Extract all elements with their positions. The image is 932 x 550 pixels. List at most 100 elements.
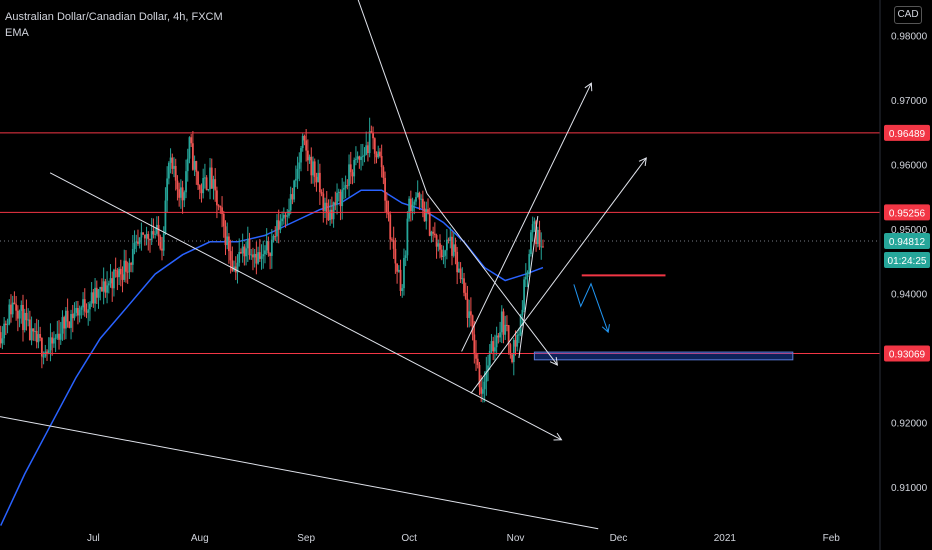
candle-body <box>519 314 522 335</box>
candle-body <box>70 314 72 328</box>
candle-body <box>202 177 205 194</box>
candle-body <box>255 253 258 264</box>
candle-body <box>418 192 421 200</box>
y-tick-label-6: 0.91000 <box>891 483 928 494</box>
candle-body <box>252 254 254 258</box>
price-label-layer: 0.96489 0.95256 0.93069 0.94812 01:24:25 <box>884 124 930 362</box>
candle-body <box>214 179 217 191</box>
time-axis: Jul Aug Sep Oct Nov Dec 2021 Feb <box>87 533 840 544</box>
candle-body <box>459 268 462 280</box>
candle-body <box>101 287 103 292</box>
price-level-label-1: 0.95256 <box>889 208 926 219</box>
candle-body <box>457 268 460 273</box>
candle-body <box>159 236 162 249</box>
candle-body <box>485 370 488 382</box>
candle-body <box>133 242 136 249</box>
candle-body <box>361 156 364 158</box>
candle-body <box>77 307 79 316</box>
candle-body <box>113 269 115 289</box>
candle-body <box>504 324 507 335</box>
x-tick-label-4: Nov <box>507 533 525 544</box>
candle-body <box>95 287 98 298</box>
candle-body <box>210 167 213 189</box>
candle-body <box>456 251 459 273</box>
candle-body <box>433 233 436 236</box>
candle-body <box>421 198 424 209</box>
candle-body <box>430 231 433 236</box>
demand-zone-rect <box>533 351 794 361</box>
candle-body <box>42 356 45 358</box>
candle-body <box>327 211 330 221</box>
candle-body <box>320 192 323 194</box>
candle-body <box>222 213 225 227</box>
x-tick-label-1: Aug <box>191 533 209 544</box>
candle-body <box>140 232 143 238</box>
candle-body <box>512 340 515 363</box>
candle-body <box>167 162 170 179</box>
long-downtrend-line <box>0 416 599 530</box>
candle-body <box>27 319 30 321</box>
candle-body <box>47 350 50 353</box>
y-tick-label-0: 0.98000 <box>891 31 928 42</box>
candle-body <box>466 298 469 318</box>
x-tick-label-0: Jul <box>87 533 100 544</box>
descending-channel-bottom-arrowhead <box>553 432 563 441</box>
candle-body <box>360 156 362 160</box>
candle-body <box>373 138 376 154</box>
candle-body <box>30 328 33 341</box>
candle-body <box>387 212 390 215</box>
candle-body <box>178 189 181 198</box>
candle-body <box>51 337 54 344</box>
indicator-label[interactable]: EMA <box>5 27 29 39</box>
currency-button[interactable]: CAD <box>894 6 922 24</box>
candle-body <box>238 252 241 263</box>
candle-body <box>20 304 23 311</box>
candle-body <box>1 338 4 344</box>
candle-body <box>445 239 448 251</box>
candle-body <box>13 302 16 305</box>
candle-body <box>106 285 108 293</box>
candle-body <box>46 351 48 353</box>
candle-body <box>530 232 532 255</box>
candle-body <box>68 321 71 328</box>
candle-body <box>447 239 450 241</box>
candle-body <box>492 341 495 352</box>
symbol-title[interactable]: Australian Dollar/Canadian Dollar, 4h, F… <box>5 11 223 23</box>
candle-body <box>147 234 150 240</box>
candle-body <box>123 260 126 280</box>
candle-body <box>87 309 90 313</box>
candle-body <box>236 262 239 273</box>
candle-body <box>468 311 471 318</box>
candle-body <box>500 311 503 333</box>
price-level-label-2: 0.93069 <box>889 349 926 360</box>
candle-body <box>394 248 397 264</box>
candle-body <box>432 231 435 234</box>
candle-body <box>490 341 493 351</box>
candle-body <box>293 180 296 200</box>
candle-body <box>353 159 356 177</box>
candle-body <box>243 246 246 257</box>
candle-body <box>44 351 47 357</box>
candle-body <box>306 150 309 161</box>
candle-body <box>464 292 467 299</box>
candle-body <box>246 238 249 249</box>
candle-body <box>385 200 388 213</box>
candle-body <box>193 161 196 170</box>
candle-body <box>155 224 158 234</box>
candle-body <box>253 253 256 258</box>
candle-body <box>339 191 342 207</box>
candle-body <box>317 172 320 183</box>
candle-body <box>118 268 120 278</box>
candle-body <box>58 333 60 340</box>
candle-body <box>229 251 232 261</box>
candle-body <box>480 387 483 394</box>
candle-body <box>399 269 402 291</box>
candle-body <box>346 185 349 187</box>
candle-body <box>66 310 69 322</box>
candle-body <box>71 314 74 319</box>
ascending-channel-bottom-line <box>470 157 647 394</box>
candle-body <box>478 364 481 388</box>
candle-body <box>296 168 299 179</box>
candlestick-layer <box>0 117 544 403</box>
